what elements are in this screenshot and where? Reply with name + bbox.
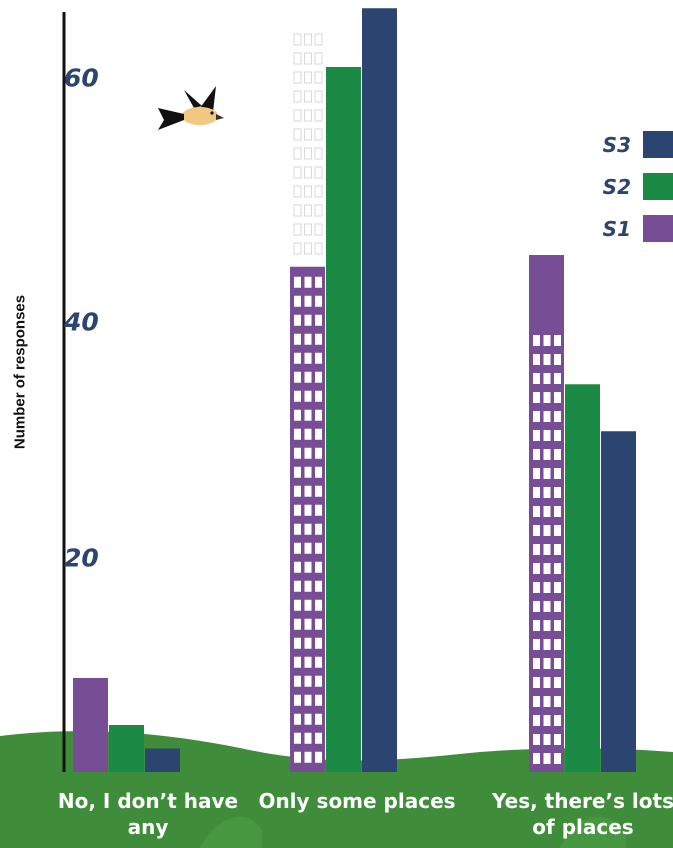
legend-label: S2 [602, 174, 631, 199]
legend-label: S1 [602, 216, 631, 241]
legend-item-s1: S1 [603, 215, 673, 242]
y-tick-label: 20 [64, 543, 99, 573]
legend-item-s3: S3 [603, 131, 673, 158]
ghost-windows [293, 33, 323, 255]
bar-s1-2 [290, 266, 325, 772]
bar-s2-1 [109, 725, 144, 772]
y-tick-label: 60 [64, 63, 99, 93]
y-tick-label: 40 [64, 307, 99, 337]
bar-s3-1 [145, 748, 180, 772]
category-label: No, I don’t have any [57, 789, 239, 839]
legend-swatch [643, 131, 673, 158]
bar-s1-1 [73, 678, 108, 772]
bar-s2-3 [565, 384, 600, 772]
grass-shade [560, 816, 626, 848]
bird-icon [158, 86, 224, 130]
legend-label: S3 [602, 132, 631, 157]
legend: S3 S2 S1 [603, 131, 673, 257]
building-windows [533, 335, 561, 764]
grass-shade [200, 816, 262, 848]
y-axis-label: Number of responses [11, 294, 29, 450]
legend-swatch [643, 215, 673, 242]
bar-s3-3 [601, 431, 636, 772]
legend-item-s2: S2 [603, 173, 673, 200]
bar-s2-2 [326, 67, 361, 772]
bar-s3-2 [362, 8, 397, 772]
category-label: Only some places [258, 789, 456, 813]
category-label: Yes, there’s lots of places [492, 789, 673, 839]
legend-swatch [643, 173, 673, 200]
building-windows [294, 276, 322, 763]
